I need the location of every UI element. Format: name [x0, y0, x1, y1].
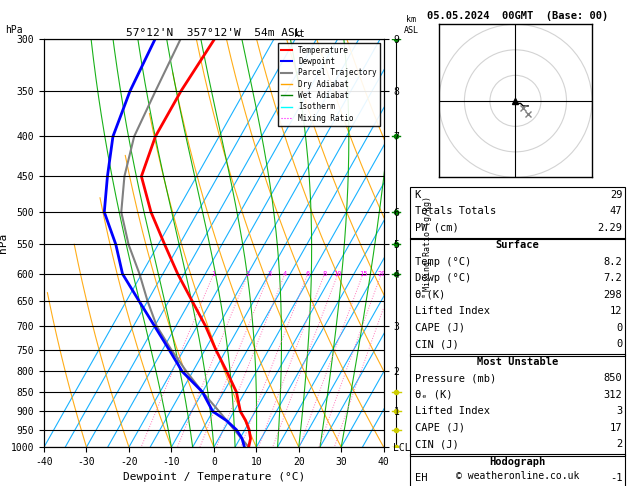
Bar	[410, 187, 625, 239]
Text: 10: 10	[333, 271, 342, 277]
Text: Dewp (°C): Dewp (°C)	[415, 273, 471, 283]
Text: CIN (J): CIN (J)	[415, 439, 459, 450]
Text: 15: 15	[359, 271, 367, 277]
Text: 298: 298	[604, 290, 622, 300]
Text: 47: 47	[610, 206, 622, 216]
Text: -1: -1	[610, 473, 622, 484]
Text: Pressure (mb): Pressure (mb)	[415, 373, 496, 383]
Text: 850: 850	[604, 373, 622, 383]
Text: 7.2: 7.2	[604, 273, 622, 283]
Text: 3: 3	[267, 271, 271, 277]
Text: 1: 1	[211, 271, 216, 277]
Text: Lifted Index: Lifted Index	[415, 306, 489, 316]
Text: 3: 3	[616, 406, 622, 417]
Text: 8.2: 8.2	[604, 257, 622, 267]
Bar	[410, 454, 625, 486]
Text: 0: 0	[616, 323, 622, 333]
Text: 2: 2	[246, 271, 250, 277]
Text: CAPE (J): CAPE (J)	[415, 323, 465, 333]
Text: 29: 29	[610, 190, 622, 200]
Text: 4: 4	[283, 271, 287, 277]
Text: 6: 6	[306, 271, 310, 277]
Text: Lifted Index: Lifted Index	[415, 406, 489, 417]
Text: K: K	[415, 190, 421, 200]
Text: Temp (°C): Temp (°C)	[415, 257, 471, 267]
Text: 20: 20	[377, 271, 386, 277]
Text: 312: 312	[604, 390, 622, 400]
Text: 05.05.2024  00GMT  (Base: 00): 05.05.2024 00GMT (Base: 00)	[426, 11, 608, 21]
Text: CIN (J): CIN (J)	[415, 339, 459, 349]
Text: kt: kt	[294, 29, 305, 39]
Text: PW (cm): PW (cm)	[415, 223, 459, 233]
Text: θₑ(K): θₑ(K)	[415, 290, 446, 300]
Text: 2.29: 2.29	[598, 223, 622, 233]
Text: Surface: Surface	[496, 240, 539, 250]
Text: Totals Totals: Totals Totals	[415, 206, 496, 216]
Bar	[410, 238, 625, 356]
Text: 17: 17	[610, 423, 622, 433]
Text: 12: 12	[610, 306, 622, 316]
Text: Mixing Ratio (g/kg): Mixing Ratio (g/kg)	[423, 195, 432, 291]
Text: CAPE (J): CAPE (J)	[415, 423, 465, 433]
Text: km
ASL: km ASL	[403, 16, 418, 35]
X-axis label: Dewpoint / Temperature (°C): Dewpoint / Temperature (°C)	[123, 472, 305, 483]
Text: 8: 8	[323, 271, 326, 277]
Text: θₑ (K): θₑ (K)	[415, 390, 452, 400]
Text: EH: EH	[415, 473, 427, 484]
Text: Hodograph: Hodograph	[489, 457, 545, 467]
Text: hPa: hPa	[4, 25, 22, 35]
Title: 57°12'N  357°12'W  54m ASL: 57°12'N 357°12'W 54m ASL	[126, 28, 302, 38]
Text: 2: 2	[616, 439, 622, 450]
Legend: Temperature, Dewpoint, Parcel Trajectory, Dry Adiabat, Wet Adiabat, Isotherm, Mi: Temperature, Dewpoint, Parcel Trajectory…	[277, 43, 380, 125]
Y-axis label: hPa: hPa	[0, 233, 8, 253]
Bar	[410, 354, 625, 456]
Text: Most Unstable: Most Unstable	[477, 357, 558, 367]
Text: © weatheronline.co.uk: © weatheronline.co.uk	[455, 471, 579, 481]
Text: 0: 0	[616, 339, 622, 349]
